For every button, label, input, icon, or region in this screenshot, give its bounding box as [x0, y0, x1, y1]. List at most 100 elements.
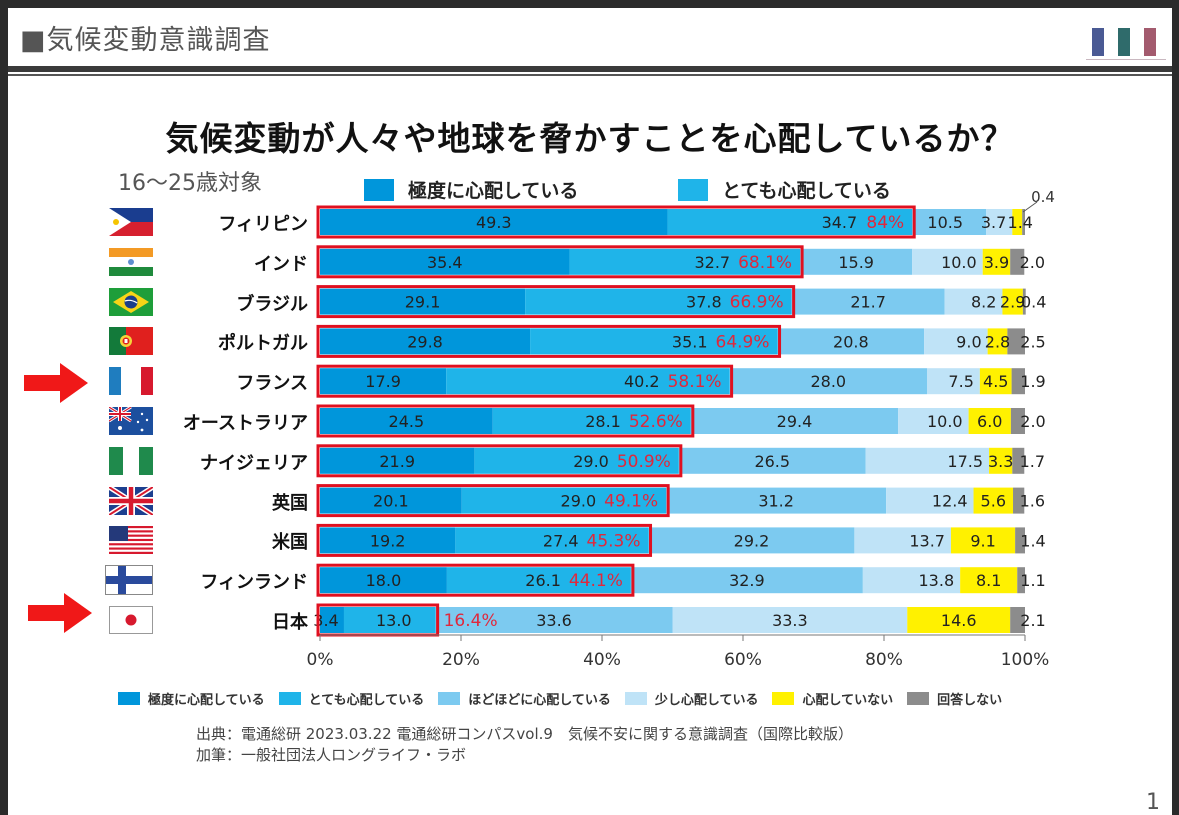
value-label: 1.7 — [1020, 452, 1045, 471]
bar-segment — [455, 527, 649, 554]
value-label: 2.8 — [985, 332, 1010, 351]
bar-segment — [1007, 328, 1025, 355]
flag-australia-icon — [109, 407, 153, 435]
country-label: 米国 — [272, 532, 308, 554]
country-label: 英国 — [272, 492, 308, 514]
value-label: 1.6 — [1020, 492, 1045, 511]
x-tick-label: 20% — [442, 650, 480, 670]
total-annotation: 49.1% — [604, 492, 658, 512]
value-label: 10.0 — [941, 253, 977, 272]
bar-segment — [630, 567, 863, 594]
value-label: 29.0 — [561, 492, 597, 511]
bar-segment — [474, 447, 679, 474]
bar-segment — [648, 527, 855, 554]
legend-swatch — [278, 692, 301, 705]
highlight-box — [316, 523, 653, 557]
value-label: 40.2 — [624, 372, 660, 391]
bar-segment — [854, 527, 951, 554]
legend-item: 回答しない — [907, 689, 1002, 708]
value-label: 13.8 — [919, 571, 955, 590]
bar-segment — [907, 607, 1011, 633]
value-label: 15.9 — [838, 253, 874, 272]
header-title: ■気候変動意識調査 — [20, 25, 271, 56]
bar-segment — [320, 487, 462, 514]
bar-segment — [927, 368, 980, 395]
value-label: 14.6 — [941, 611, 977, 630]
header-divider — [8, 66, 1172, 72]
legend-swatch — [364, 178, 394, 201]
value-label: 29.1 — [405, 293, 441, 312]
legend-item: ほどほどに心配している — [438, 689, 611, 708]
bar-segment — [320, 288, 526, 315]
flag-brazil-icon — [109, 287, 153, 316]
legend-label: とても心配している — [722, 180, 891, 202]
bar-segment — [569, 248, 801, 275]
highlight-box — [316, 364, 734, 398]
bar-segment — [968, 408, 1011, 434]
bar-segment — [320, 368, 447, 395]
bar-segment — [979, 368, 1012, 395]
value-label: 24.5 — [389, 412, 425, 431]
bar-segment — [777, 328, 925, 355]
legend-item: 極度に心配している — [118, 689, 265, 708]
bar-segment — [690, 408, 899, 434]
value-label: 2.1 — [1020, 611, 1045, 630]
bar-segment — [435, 607, 673, 633]
x-tick-label: 0% — [307, 650, 334, 670]
total-annotation: 64.9% — [716, 332, 770, 352]
flag-philippines-icon — [109, 208, 153, 236]
total-annotation: 58.1% — [668, 372, 722, 392]
total-annotation: 68.1% — [738, 253, 792, 273]
bar-segment — [1010, 408, 1025, 434]
value-label: 35.4 — [427, 253, 463, 272]
bar-segment — [320, 209, 668, 235]
value-label: 31.2 — [758, 492, 794, 511]
bar-segment — [865, 447, 990, 474]
leader-line — [1022, 201, 1038, 213]
x-tick-label: 60% — [724, 650, 762, 670]
logo-bar-2 — [1118, 28, 1130, 56]
logo-baseline — [1086, 59, 1166, 60]
highlight-box — [316, 245, 804, 279]
legend-label: 極度に心配している — [408, 180, 579, 202]
bar-segment — [492, 408, 691, 434]
total-annotation: 66.9% — [730, 293, 784, 313]
highlight-box — [316, 205, 916, 239]
bar-segment — [800, 248, 913, 275]
value-label: 1.1 — [1020, 571, 1045, 590]
value-label: 32.9 — [729, 571, 765, 590]
value-label: 49.3 — [476, 213, 512, 232]
value-label: 0.4 — [1031, 188, 1055, 206]
value-label: 33.3 — [772, 611, 808, 630]
value-label: 21.9 — [379, 452, 415, 471]
value-label: 21.7 — [850, 293, 886, 312]
bar-segment — [924, 328, 988, 355]
value-label: 26.1 — [525, 571, 561, 590]
bar-segment — [320, 248, 570, 275]
legend-label: とても心配している — [308, 693, 425, 708]
value-label: 10.5 — [927, 213, 963, 232]
source-line: 出典：電通総研 2023.03.22 電通総研コンパスvol.9 気候不安に関す… — [196, 725, 853, 743]
country-label: フランス — [236, 373, 308, 395]
legend-swatch — [678, 178, 708, 201]
bar-segment — [1017, 567, 1025, 594]
legend-label: 回答しない — [937, 693, 1003, 708]
page-number: 1 — [1146, 790, 1160, 815]
bar-segment — [678, 447, 866, 474]
logo-bar-1 — [1092, 28, 1104, 56]
value-label: 29.0 — [573, 452, 609, 471]
value-label: 26.5 — [754, 452, 790, 471]
total-annotation: 84% — [866, 213, 904, 233]
bar-segment — [1022, 209, 1025, 235]
value-label: 9.1 — [970, 531, 995, 550]
total-annotation: 52.6% — [629, 412, 683, 432]
credit-line: 加筆：一般社団法人ロングライフ・ラボ — [196, 746, 467, 764]
bar-segment — [446, 567, 631, 594]
arrow-icon-france — [24, 363, 88, 403]
value-label: 2.5 — [1020, 332, 1045, 351]
bar-segment — [1015, 527, 1025, 554]
value-label: 29.8 — [407, 332, 443, 351]
bar-segment — [1013, 487, 1025, 514]
value-label: 1.9 — [1020, 372, 1045, 391]
bar-segment — [1010, 248, 1025, 275]
